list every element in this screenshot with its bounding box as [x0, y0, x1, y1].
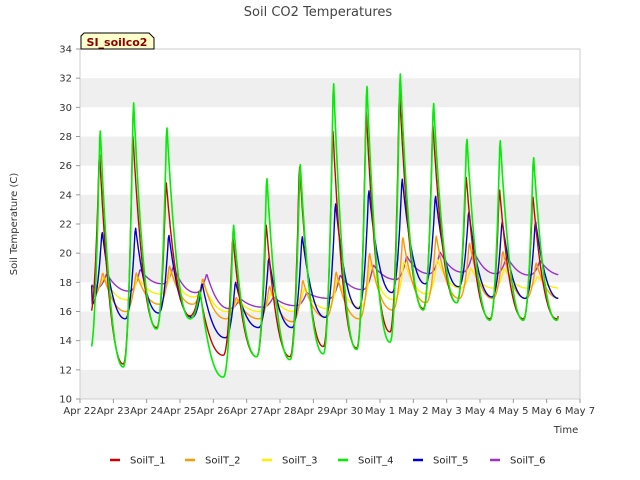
- x-axis-title: Time: [553, 425, 578, 436]
- y-tick-label: 22: [59, 220, 72, 231]
- legend-label: SoilT_3: [282, 456, 318, 467]
- x-tick-label: Apr 22: [63, 406, 96, 417]
- x-tick-label: Apr 27: [230, 406, 263, 417]
- y-tick-label: 30: [59, 103, 72, 114]
- legend-label: SoilT_2: [205, 456, 241, 467]
- x-tick-label: Apr 26: [197, 406, 230, 417]
- legend-label: SoilT_1: [130, 456, 166, 467]
- x-tick-label: Apr 30: [330, 406, 363, 417]
- site-tag-label: SI_soilco2: [87, 36, 148, 49]
- x-tick-label: Apr 24: [130, 406, 163, 417]
- y-tick-label: 24: [59, 190, 72, 201]
- series-layer: [90, 73, 560, 378]
- legend-label: SoilT_4: [358, 456, 394, 467]
- y-axis-title: Soil Temperature (C): [9, 173, 20, 276]
- x-tick-label: May 5: [498, 406, 528, 417]
- site-tag-box: SI_soilco2: [80, 32, 155, 50]
- x-tick-label: May 4: [465, 406, 495, 417]
- grid-band: [80, 136, 580, 166]
- legend-label: SoilT_6: [510, 456, 546, 467]
- grid-band: [80, 78, 580, 108]
- legend: SoilT_1 SoilT_2 SoilT_3 SoilT_4 SoilT_5 SoilT…: [110, 456, 546, 467]
- grid-band: [80, 369, 580, 399]
- y-tick-label: 18: [59, 278, 72, 289]
- x-tick-label: May 3: [432, 406, 462, 417]
- series-line-soilt-5: [91, 178, 559, 339]
- grid-bands: [80, 78, 580, 399]
- x-tick-label: May 2: [398, 406, 428, 417]
- y-tick-label: 28: [59, 132, 72, 143]
- x-tick-label: Apr 28: [263, 406, 296, 417]
- y-tick-label: 12: [59, 365, 72, 376]
- y-tick-label: 10: [59, 395, 72, 406]
- grid-band: [80, 311, 580, 341]
- x-tick-label: Apr 25: [163, 406, 196, 417]
- y-tick-label: 14: [59, 336, 72, 347]
- y-axis: 10 12 14 16 18 20 22 24 26 28 30 32 34: [59, 45, 80, 406]
- y-tick-label: 34: [59, 45, 72, 56]
- x-tick-label: May 6: [532, 406, 562, 417]
- legend-label: SoilT_5: [433, 456, 469, 467]
- chart-title: Soil CO2 Temperatures: [244, 5, 393, 20]
- x-tick-label: Apr 23: [97, 406, 130, 417]
- y-tick-label: 26: [59, 161, 72, 172]
- y-tick-label: 20: [59, 249, 72, 260]
- series-line-soilt-3: [91, 259, 559, 313]
- x-tick-label: Apr 29: [297, 406, 330, 417]
- x-tick-label: May 7: [565, 406, 595, 417]
- y-tick-label: 16: [59, 307, 72, 318]
- x-tick-label: May 1: [365, 406, 395, 417]
- x-axis: Apr 22 Apr 23 Apr 24 Apr 25 Apr 26 Apr 27 Apr …: [63, 399, 595, 417]
- series-line-soilt-4: [90, 73, 560, 378]
- y-tick-label: 32: [59, 74, 72, 85]
